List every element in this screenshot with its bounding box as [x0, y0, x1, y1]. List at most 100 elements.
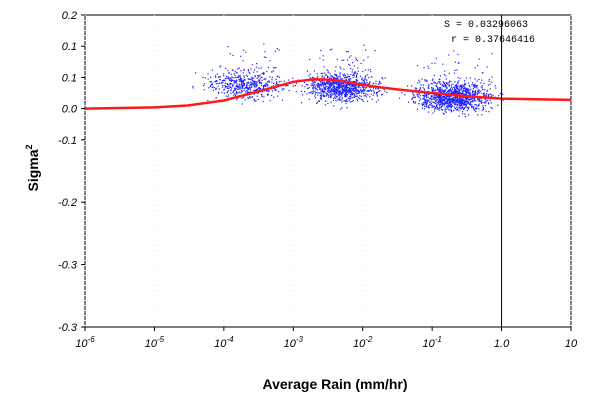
scatter-point	[232, 54, 234, 56]
scatter-point	[325, 100, 327, 102]
scatter-point	[243, 83, 245, 85]
scatter-point	[362, 82, 364, 85]
scatter-point	[335, 88, 337, 90]
scatter-point	[472, 85, 474, 87]
scatter-point	[363, 81, 365, 83]
scatter-point	[448, 84, 450, 86]
scatter-point	[452, 90, 454, 92]
scatter-point	[439, 81, 441, 83]
scatter-point	[448, 109, 450, 111]
scatter-point	[320, 93, 322, 95]
scatter-point	[320, 98, 323, 100]
scatter-point	[463, 93, 465, 95]
scatter-point	[228, 79, 231, 81]
scatter-point	[404, 94, 406, 96]
scatter-point	[234, 81, 236, 83]
scatter-point	[215, 88, 217, 90]
scatter-point	[447, 98, 449, 100]
scatter-point	[481, 87, 483, 89]
scatter-point	[366, 74, 368, 76]
scatter-point	[453, 103, 455, 105]
scatter-point	[446, 86, 448, 88]
x-tick-label: 10-6	[75, 335, 95, 350]
scatter-point	[462, 90, 464, 92]
scatter-point	[345, 100, 347, 102]
scatter-point	[343, 59, 345, 61]
scatter-point	[253, 77, 255, 79]
scatter-point	[319, 95, 321, 97]
scatter-point	[247, 70, 250, 72]
scatter-point	[234, 89, 236, 91]
scatter-point	[227, 46, 229, 48]
scatter-point	[448, 97, 451, 99]
scatter-point	[241, 85, 243, 87]
scatter-point	[340, 68, 342, 70]
scatter-point	[318, 85, 320, 87]
scatter-point	[221, 79, 224, 82]
scatter-point	[239, 80, 241, 82]
scatter-point	[416, 93, 418, 95]
scatter-point	[349, 98, 351, 100]
scatter-point	[384, 77, 386, 79]
scatter-point	[336, 58, 338, 60]
scatter-point	[292, 85, 294, 87]
scatter-point	[481, 109, 483, 111]
scatter-point	[324, 104, 326, 106]
scatter-point	[343, 90, 345, 92]
scatter-point	[363, 80, 365, 82]
scatter-point	[345, 92, 347, 94]
scatter-point	[254, 83, 257, 85]
scatter-point	[348, 88, 350, 91]
scatter-point	[459, 93, 461, 95]
scatter-point	[424, 105, 426, 107]
scatter-point	[267, 85, 269, 87]
scatter-point	[227, 70, 229, 72]
scatter-point	[488, 102, 490, 104]
scatter-point	[264, 78, 266, 80]
scatter-point	[331, 90, 333, 92]
scatter-point	[315, 88, 317, 90]
scatter-point	[234, 87, 236, 89]
scatter-point	[268, 81, 271, 83]
scatter-point	[204, 77, 206, 79]
y-tick-label: -0.3	[58, 322, 78, 334]
scatter-point	[281, 89, 283, 91]
scatter-point	[322, 59, 324, 61]
scatter-point	[355, 88, 357, 90]
x-tick-label: 10-5	[145, 335, 165, 350]
scatter-point	[322, 72, 324, 74]
scatter-point	[464, 97, 466, 99]
scatter-point	[434, 95, 436, 97]
scatter-point	[321, 80, 323, 82]
scatter-point	[247, 82, 249, 84]
scatter-point	[453, 101, 455, 103]
scatter-point	[439, 100, 441, 102]
scatter-point	[477, 91, 479, 93]
scatter-point	[467, 107, 469, 109]
scatter-point	[355, 91, 357, 94]
scatter-point	[334, 90, 336, 92]
scatter-point	[217, 91, 220, 93]
scatter-point	[333, 85, 335, 87]
scatter-point	[317, 83, 319, 85]
scatter-point	[233, 94, 235, 96]
scatter-point	[378, 82, 381, 84]
scatter-point	[430, 98, 432, 100]
scatter-point	[444, 84, 447, 86]
scatter-point	[431, 95, 433, 98]
scatter-point	[316, 102, 318, 105]
scatter-point	[306, 93, 308, 95]
scatter-point	[472, 107, 474, 109]
scatter-point	[437, 88, 439, 90]
scatter-point	[260, 82, 262, 84]
scatter-point	[353, 65, 355, 67]
scatter-point	[300, 102, 303, 104]
scatter-point	[353, 93, 356, 95]
scatter-point	[369, 86, 371, 88]
scatter-point	[456, 92, 458, 94]
scatter-point	[463, 107, 465, 110]
x-tick-label: 10-4	[214, 335, 234, 350]
scatter-point	[322, 85, 324, 87]
scatter-point	[484, 89, 486, 91]
scatter-point	[248, 82, 250, 84]
